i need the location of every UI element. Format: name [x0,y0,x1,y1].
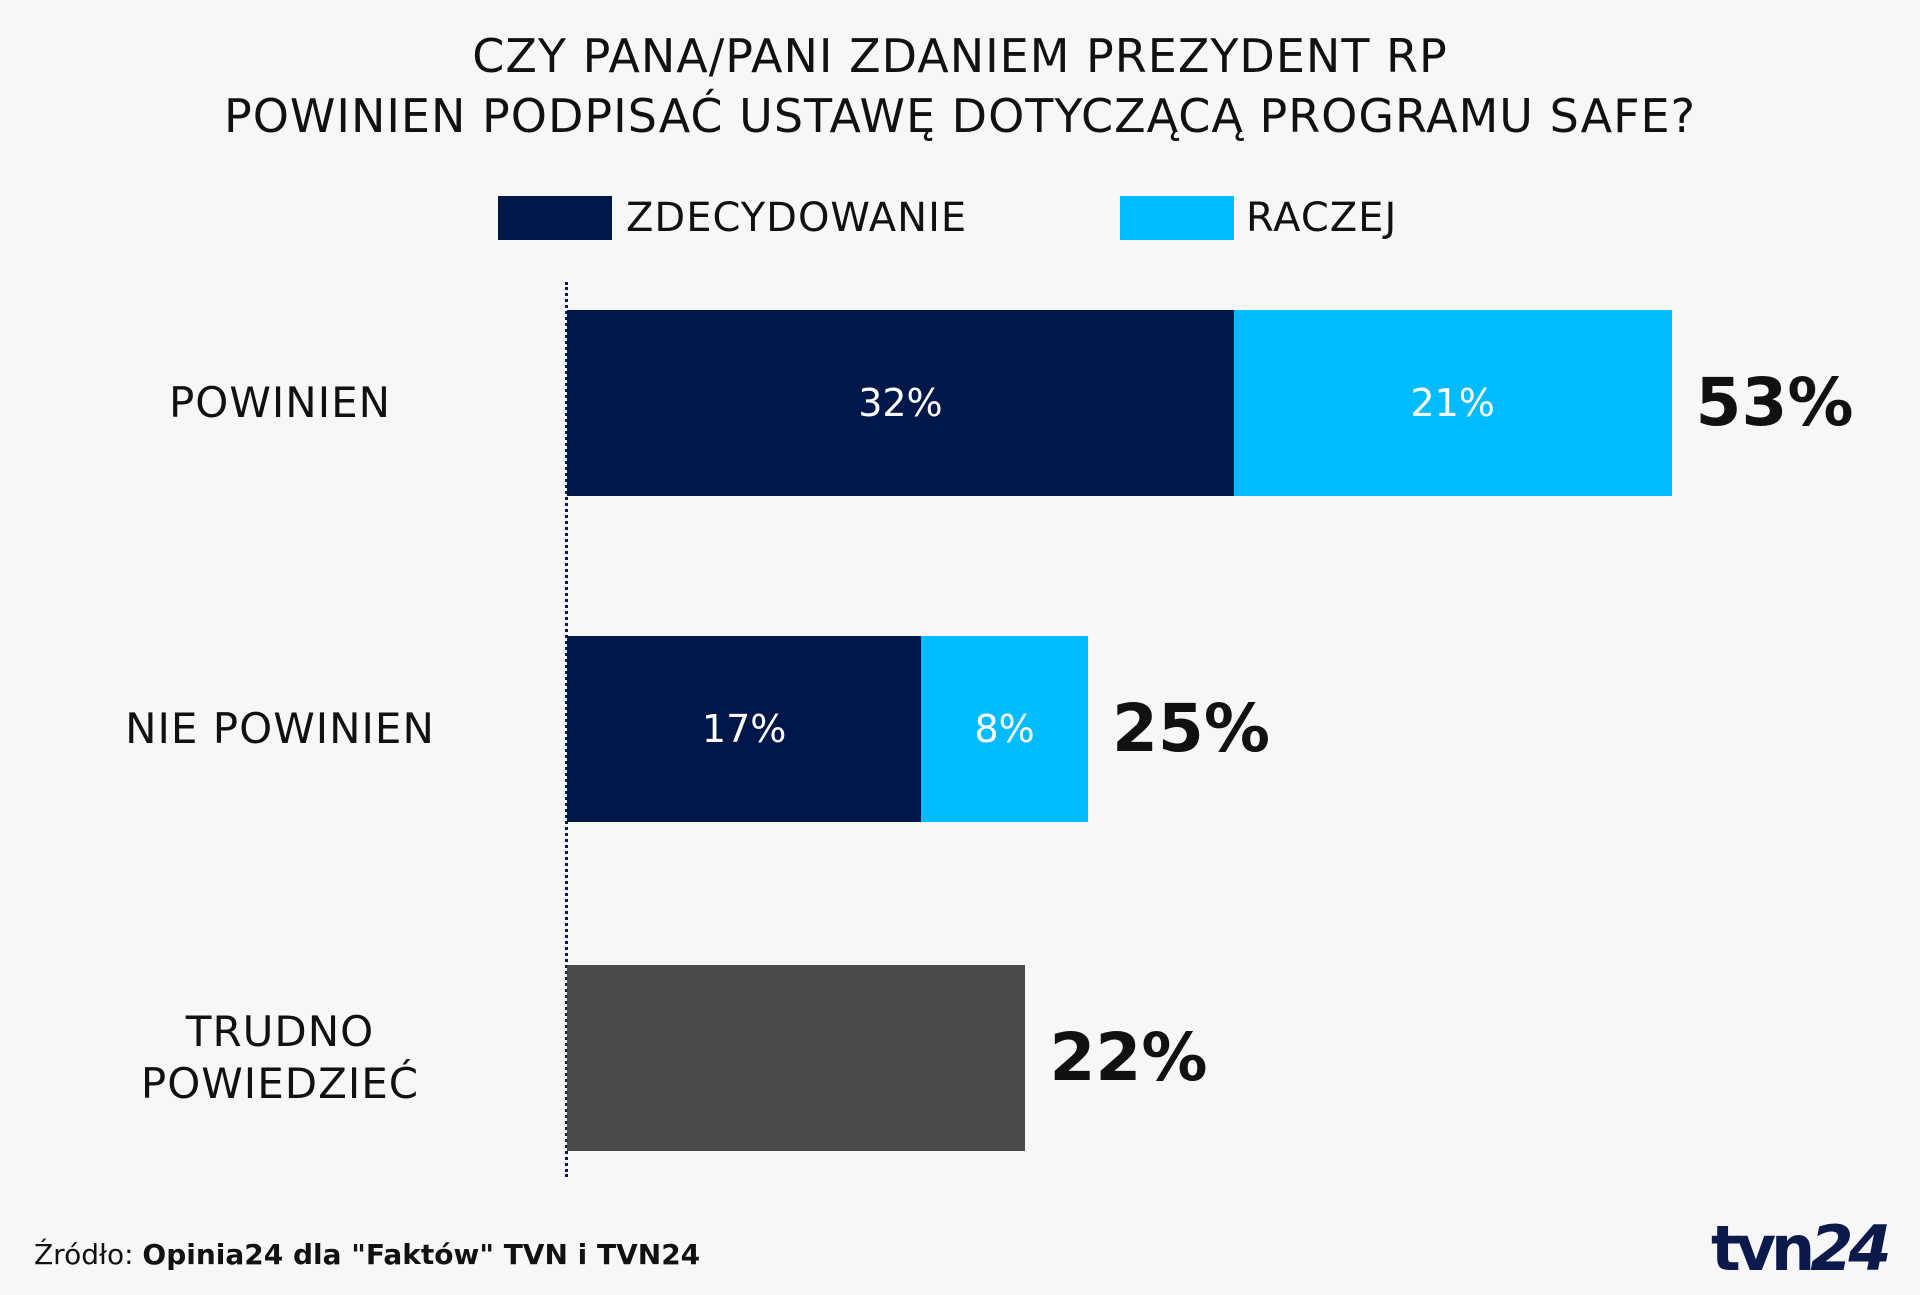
category-label-line: NIE POWINIEN [125,704,435,753]
zero-axis-line [565,282,568,1177]
segment-value-label: 17% [701,707,787,751]
bar-segment: 32% [567,310,1234,496]
source-text: Opinia24 dla "Faktów" TVN i TVN24 [142,1238,701,1271]
legend-label-raczej: RACZEJ [1246,195,1398,241]
category-label-line: POWINIEN [168,378,392,427]
legend-label-zdecydowanie: ZDECYDOWANIE [626,195,968,241]
category-label: TRUDNO POWIEDZIEĆ [40,1006,520,1110]
legend-swatch-zdecydowanie [498,196,612,240]
bar-segment: 21% [1233,310,1672,496]
bar-segment [567,965,1026,1151]
total-value-label: 25% [1112,690,1270,767]
category-label: NIE POWINIEN [40,703,520,755]
category-label-line: TRUDNO [185,1007,375,1056]
segment-value-label: 8% [974,707,1035,751]
source-note: Źródło: Opinia24 dla "Faktów" TVN i TVN2… [34,1238,700,1271]
total-value-label: 22% [1049,1019,1208,1096]
chart-title-line-2: POWINIEN PODPISAĆ USTAWĘ DOTYCZĄCĄ PROGR… [223,89,1697,143]
legend-swatch-raczej [1120,196,1234,240]
source-prefix: Źródło: [34,1238,134,1271]
total-value-label: 53% [1695,364,1854,441]
chart-title-line-1: CZY PANA/PANI ZDANIEM PREZYDENT RP [472,29,1448,83]
segment-value-label: 32% [858,381,943,425]
bar-segment: 17% [567,636,922,822]
category-label: POWINIEN [40,377,520,429]
tvn24-logo: tvn24 [1711,1212,1892,1285]
segment-value-label: 21% [1410,381,1495,425]
category-label-line: POWIEDZIEĆ [140,1059,420,1108]
bar-segment: 8% [921,636,1088,822]
